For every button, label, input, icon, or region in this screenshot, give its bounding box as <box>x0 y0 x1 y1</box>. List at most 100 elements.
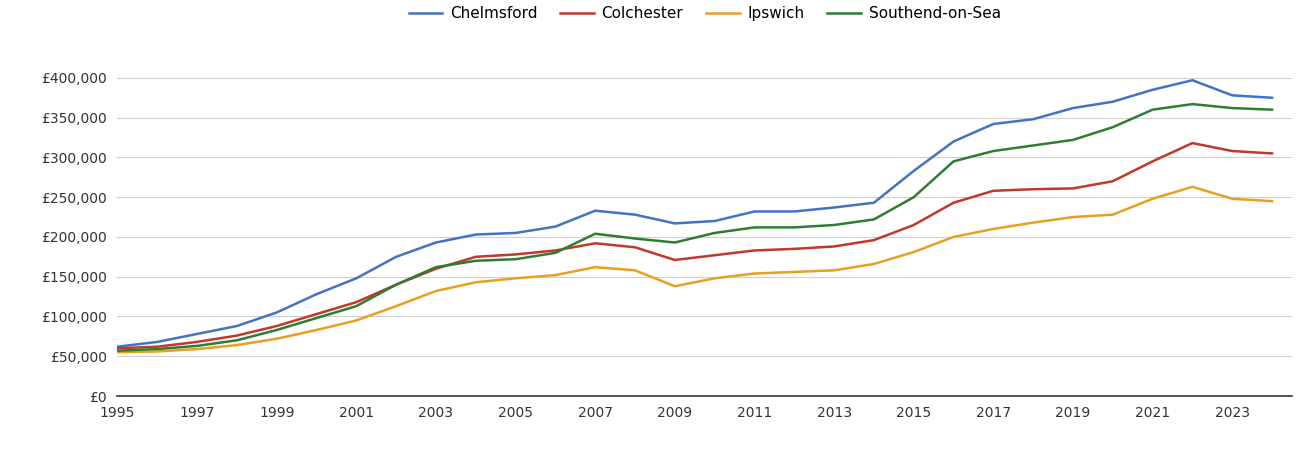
Chelmsford <box>468 232 484 237</box>
Ipswich <box>867 261 882 267</box>
Chelmsford <box>628 212 643 217</box>
Colchester <box>1144 159 1160 164</box>
Line: Colchester: Colchester <box>117 143 1272 348</box>
Line: Ipswich: Ipswich <box>117 187 1272 352</box>
Ipswich <box>587 265 603 270</box>
Chelmsford <box>1224 93 1240 98</box>
Chelmsford <box>110 344 125 349</box>
Colchester <box>587 241 603 246</box>
Southend-on-Sea <box>1065 137 1081 143</box>
Colchester <box>787 246 803 252</box>
Ipswich <box>1026 220 1041 225</box>
Southend-on-Sea <box>746 225 762 230</box>
Southend-on-Sea <box>1185 101 1201 107</box>
Ipswich <box>667 284 683 289</box>
Colchester <box>150 344 166 349</box>
Southend-on-Sea <box>548 250 564 256</box>
Ipswich <box>1265 198 1280 204</box>
Line: Southend-on-Sea: Southend-on-Sea <box>117 104 1272 351</box>
Southend-on-Sea <box>1224 105 1240 111</box>
Ipswich <box>826 268 842 273</box>
Southend-on-Sea <box>826 222 842 228</box>
Ipswich <box>1185 184 1201 189</box>
Chelmsford <box>985 122 1001 127</box>
Colchester <box>746 248 762 253</box>
Chelmsford <box>1265 95 1280 100</box>
Chelmsford <box>389 254 405 260</box>
Ipswich <box>1105 212 1121 217</box>
Colchester <box>985 188 1001 194</box>
Chelmsford <box>587 208 603 213</box>
Chelmsford <box>1144 87 1160 93</box>
Southend-on-Sea <box>707 230 723 236</box>
Chelmsford <box>548 224 564 230</box>
Southend-on-Sea <box>389 282 405 288</box>
Colchester <box>826 244 842 249</box>
Colchester <box>906 222 921 228</box>
Colchester <box>1105 179 1121 184</box>
Southend-on-Sea <box>985 148 1001 154</box>
Colchester <box>508 252 523 257</box>
Ipswich <box>389 303 405 309</box>
Southend-on-Sea <box>906 194 921 200</box>
Southend-on-Sea <box>867 217 882 222</box>
Southend-on-Sea <box>628 236 643 241</box>
Legend: Chelmsford, Colchester, Ipswich, Southend-on-Sea: Chelmsford, Colchester, Ipswich, Southen… <box>402 0 1007 27</box>
Colchester <box>1185 140 1201 146</box>
Ipswich <box>230 342 245 348</box>
Ipswich <box>707 275 723 281</box>
Chelmsford <box>787 209 803 214</box>
Southend-on-Sea <box>468 258 484 264</box>
Southend-on-Sea <box>189 343 205 349</box>
Chelmsford <box>946 139 962 144</box>
Ipswich <box>1065 214 1081 220</box>
Colchester <box>468 254 484 260</box>
Chelmsford <box>906 168 921 174</box>
Ipswich <box>746 271 762 276</box>
Ipswich <box>110 350 125 355</box>
Chelmsford <box>150 339 166 345</box>
Southend-on-Sea <box>309 315 325 321</box>
Ipswich <box>787 269 803 274</box>
Chelmsford <box>189 331 205 337</box>
Chelmsford <box>269 310 284 315</box>
Colchester <box>867 238 882 243</box>
Southend-on-Sea <box>787 225 803 230</box>
Chelmsford <box>826 205 842 210</box>
Southend-on-Sea <box>508 256 523 262</box>
Colchester <box>667 257 683 263</box>
Colchester <box>1265 151 1280 156</box>
Colchester <box>348 299 364 305</box>
Ipswich <box>189 346 205 352</box>
Colchester <box>110 346 125 351</box>
Colchester <box>628 244 643 250</box>
Ipswich <box>906 249 921 255</box>
Southend-on-Sea <box>110 348 125 353</box>
Southend-on-Sea <box>1265 107 1280 112</box>
Southend-on-Sea <box>1026 143 1041 148</box>
Colchester <box>1224 148 1240 154</box>
Southend-on-Sea <box>150 346 166 352</box>
Southend-on-Sea <box>1144 107 1160 112</box>
Chelmsford <box>428 240 444 245</box>
Chelmsford <box>508 230 523 236</box>
Chelmsford <box>348 275 364 281</box>
Ipswich <box>946 234 962 240</box>
Southend-on-Sea <box>348 303 364 309</box>
Colchester <box>389 282 405 288</box>
Ipswich <box>269 336 284 342</box>
Chelmsford <box>1026 117 1041 122</box>
Ipswich <box>150 349 166 354</box>
Chelmsford <box>1105 99 1121 104</box>
Colchester <box>189 339 205 345</box>
Chelmsford <box>309 292 325 297</box>
Southend-on-Sea <box>587 231 603 236</box>
Ipswich <box>309 327 325 333</box>
Chelmsford <box>707 218 723 224</box>
Southend-on-Sea <box>269 327 284 333</box>
Colchester <box>230 333 245 338</box>
Line: Chelmsford: Chelmsford <box>117 80 1272 346</box>
Ipswich <box>1144 196 1160 202</box>
Ipswich <box>428 288 444 294</box>
Chelmsford <box>667 220 683 226</box>
